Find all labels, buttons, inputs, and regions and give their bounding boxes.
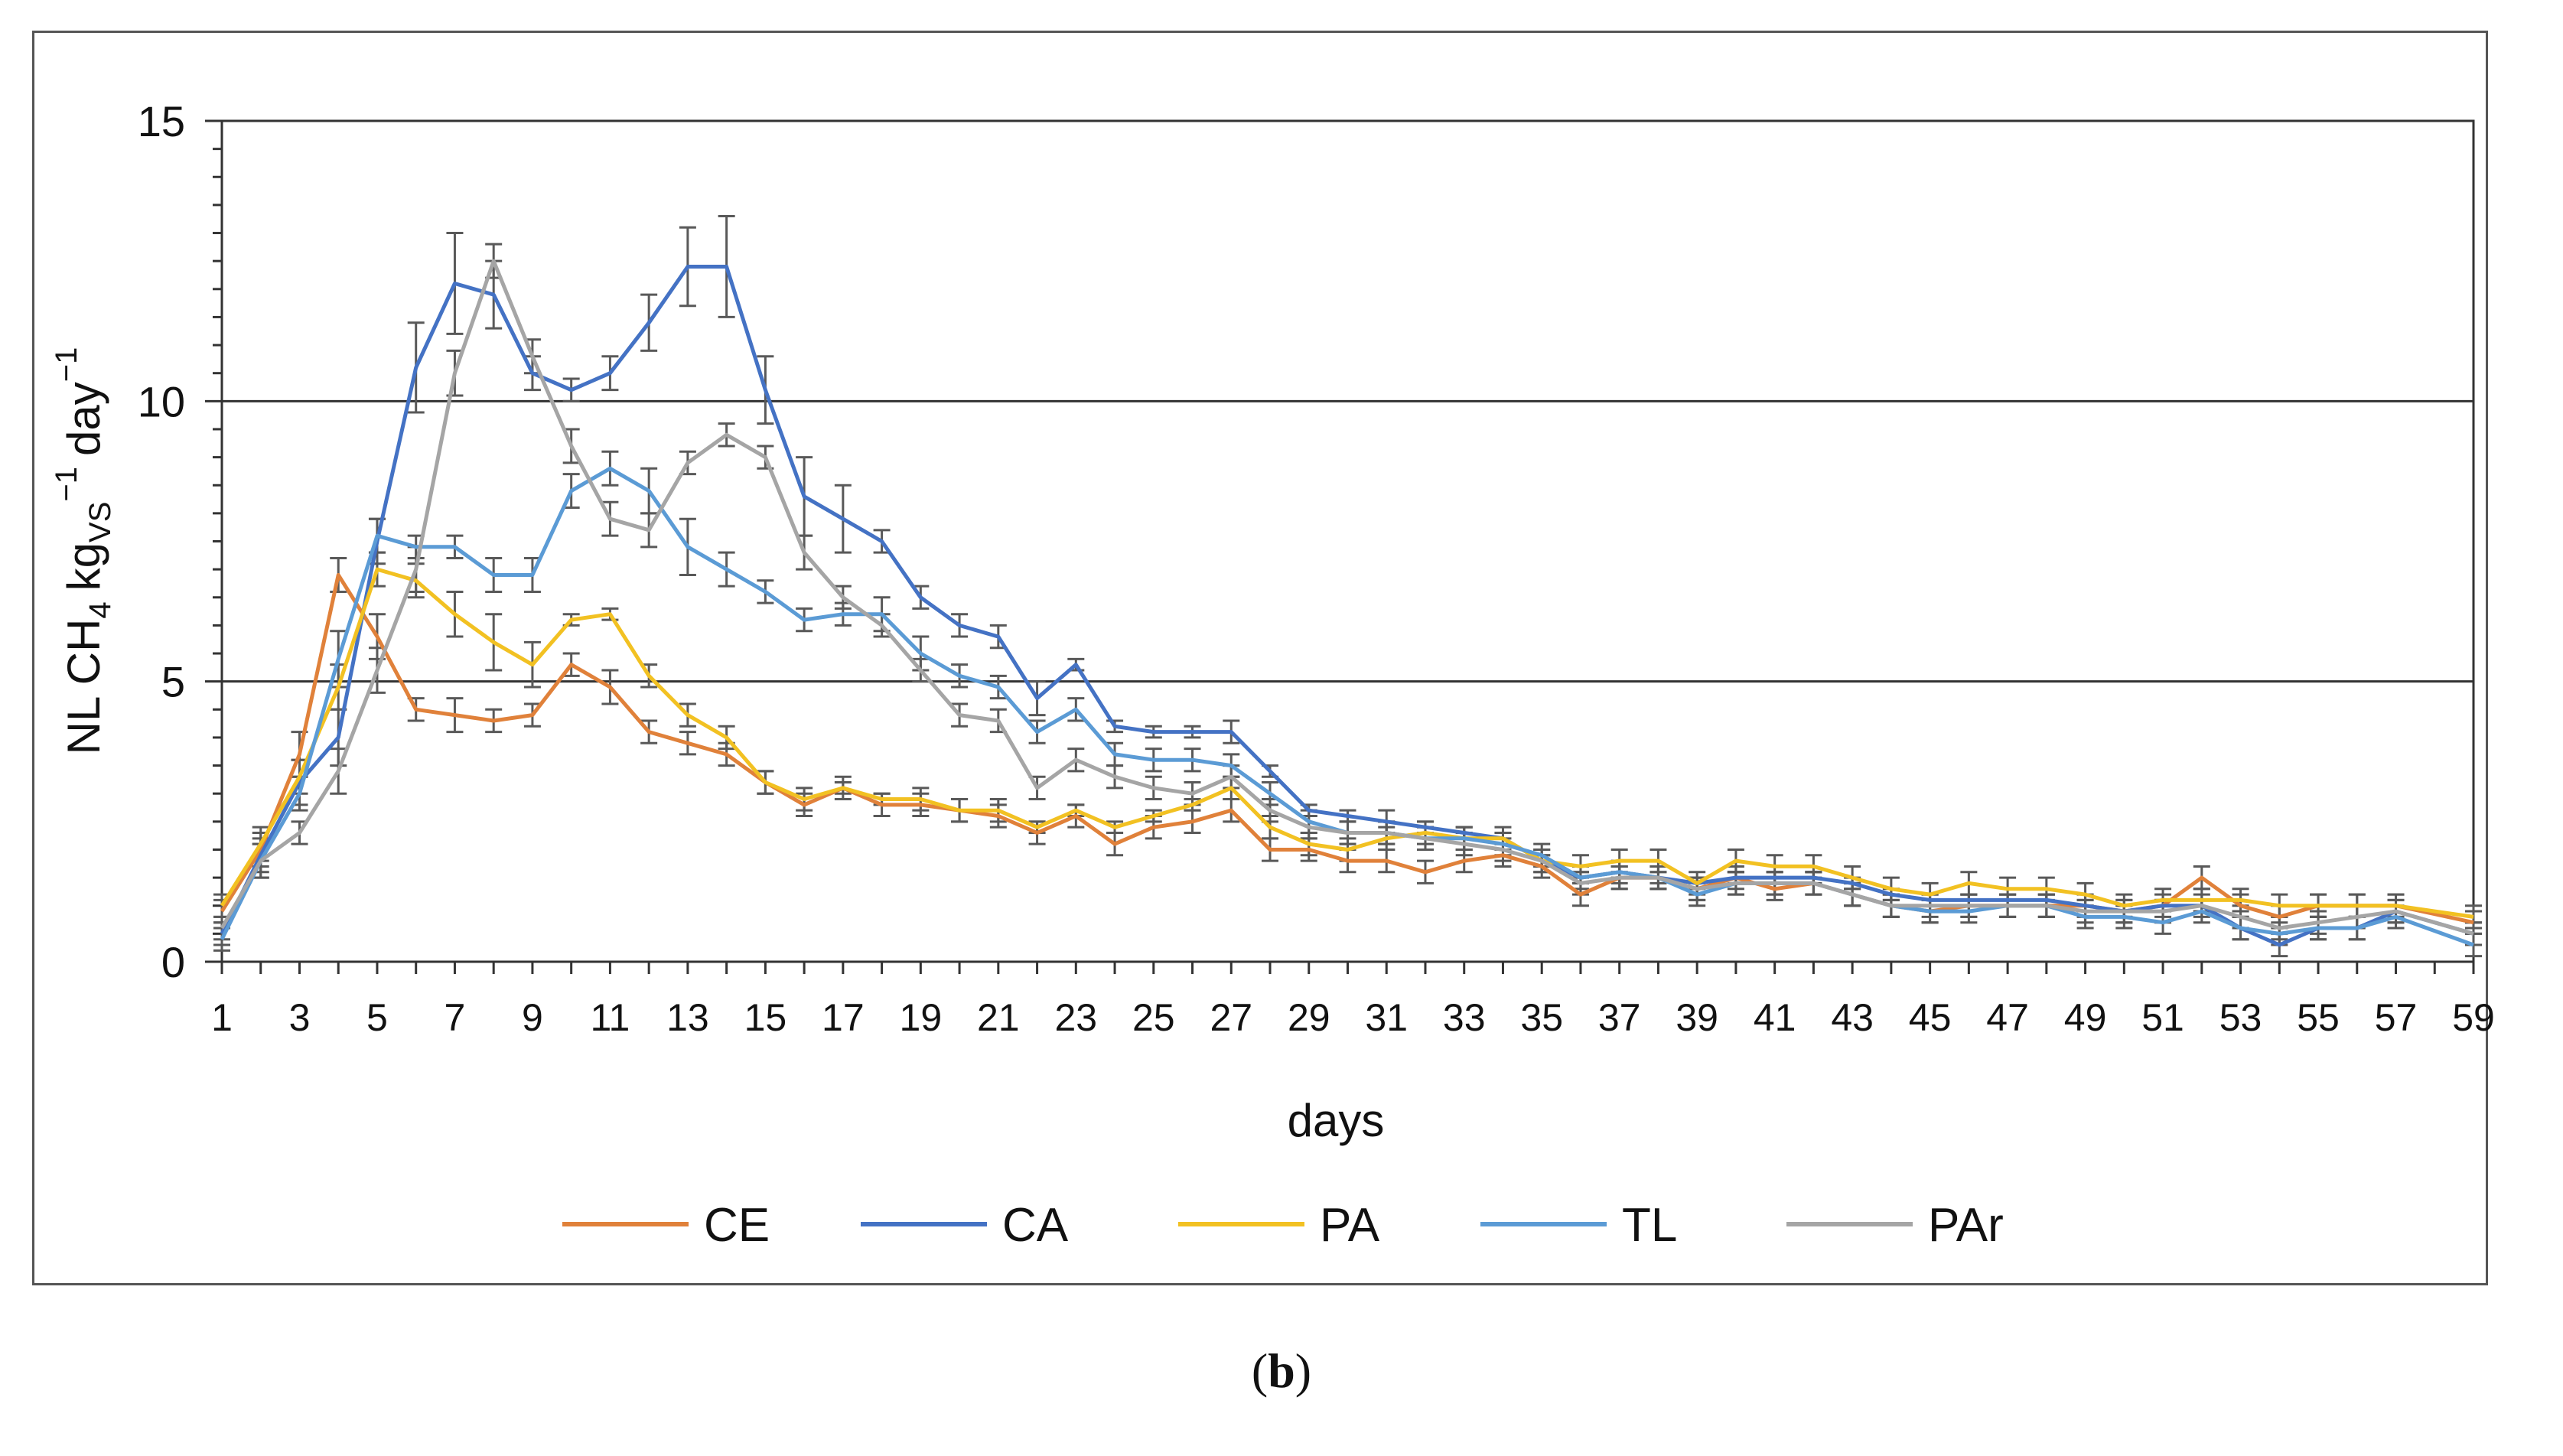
x-tick-label-13: 13 [666, 996, 709, 1039]
legend-label-par: PAr [1928, 1199, 2004, 1252]
series-line-par [220, 259, 2474, 936]
x-tick-label-31: 31 [1365, 996, 1408, 1039]
y-axis-label: NL CH4kgVS−1day−1 [50, 347, 117, 755]
x-tick-label-37: 37 [1598, 996, 1641, 1039]
legend-label-tl: TL [1622, 1199, 1677, 1252]
legend-label-ca: CA [1002, 1199, 1069, 1252]
x-tick-label-51: 51 [2141, 996, 2184, 1039]
legend-label-pa: PA [1320, 1199, 1380, 1252]
series-line-ca [220, 265, 2474, 947]
y-axis-label-sup2: −1 [50, 347, 83, 383]
x-tick-label-39: 39 [1676, 996, 1718, 1039]
x-tick-label-35: 35 [1520, 996, 1563, 1039]
x-tick-label-19: 19 [900, 996, 943, 1039]
x-tick-label-53: 53 [2219, 996, 2262, 1039]
x-tick-label-3: 3 [289, 996, 311, 1039]
y-tick-label-0: 0 [161, 938, 185, 986]
x-tick-label-33: 33 [1443, 996, 1486, 1039]
legend-item-par: PAr [1786, 1199, 2004, 1252]
axes [205, 119, 2475, 974]
series-line-tl [220, 466, 2474, 947]
x-tick-label-43: 43 [1831, 996, 1874, 1039]
x-tick-label-5: 5 [366, 996, 388, 1039]
x-tick-label-57: 57 [2375, 996, 2418, 1039]
y-axis-label-prefix: NL CH [58, 619, 109, 755]
legend-item-pa: PA [1178, 1199, 1380, 1252]
x-tick-label-7: 7 [445, 996, 466, 1039]
error-bars [213, 215, 2482, 958]
x-tick-label-47: 47 [1986, 996, 2029, 1039]
y-axis-label-sub-vs: VS [83, 502, 117, 542]
y-tick-label-10: 10 [138, 377, 185, 425]
y-axis-label-kg: kg [58, 542, 109, 591]
y-tick-label-15: 15 [138, 97, 185, 145]
x-tick-label-27: 27 [1210, 996, 1252, 1039]
series-line-pa [220, 567, 2474, 919]
legend-item-tl: TL [1480, 1199, 1677, 1252]
line-chart: 1 3 5 7 9 11 13 15 17 19 21 23 25 27 29 31 33 35 37 39 41 43 4… [50, 97, 2495, 1252]
x-tick-label-11: 11 [590, 996, 630, 1039]
x-tick-label-55: 55 [2297, 996, 2340, 1039]
x-tick-label-9: 9 [522, 996, 543, 1039]
legend-label-ce: CE [704, 1199, 770, 1252]
x-tick-label-23: 23 [1054, 996, 1097, 1039]
y-tick-labels: 0 5 10 15 [138, 97, 185, 986]
y-axis-label-day: day [58, 382, 109, 456]
x-tick-label-59: 59 [2452, 996, 2495, 1039]
panel-label: (b) [1251, 1344, 1312, 1398]
legend-item-ca: CA [861, 1199, 1069, 1252]
legend: CE CA PA TL PAr [562, 1199, 2004, 1252]
x-tick-label-45: 45 [1909, 996, 1952, 1039]
x-tick-label-49: 49 [2064, 996, 2107, 1039]
gridlines [222, 399, 2473, 683]
y-axis-label-sup1: −1 [50, 467, 83, 502]
x-axis-label: days [1288, 1095, 1385, 1146]
x-tick-label-21: 21 [977, 996, 1020, 1039]
x-tick-label-41: 41 [1754, 996, 1796, 1039]
series-lines [220, 259, 2474, 947]
x-tick-label-15: 15 [744, 996, 787, 1039]
series-line-ce [220, 573, 2474, 925]
y-tick-label-5: 5 [161, 658, 185, 706]
legend-item-ce: CE [562, 1199, 770, 1252]
y-axis-label-sub-ch4: 4 [83, 601, 117, 618]
x-tick-label-25: 25 [1132, 996, 1175, 1039]
x-tick-label-1: 1 [211, 996, 233, 1039]
x-tick-label-29: 29 [1288, 996, 1330, 1039]
chart-frame [32, 31, 2488, 1285]
x-tick-labels: 1 3 5 7 9 11 13 15 17 19 21 23 25 27 29 31 33 35 37 39 41 43 4… [211, 996, 2495, 1039]
x-tick-label-17: 17 [822, 996, 865, 1039]
